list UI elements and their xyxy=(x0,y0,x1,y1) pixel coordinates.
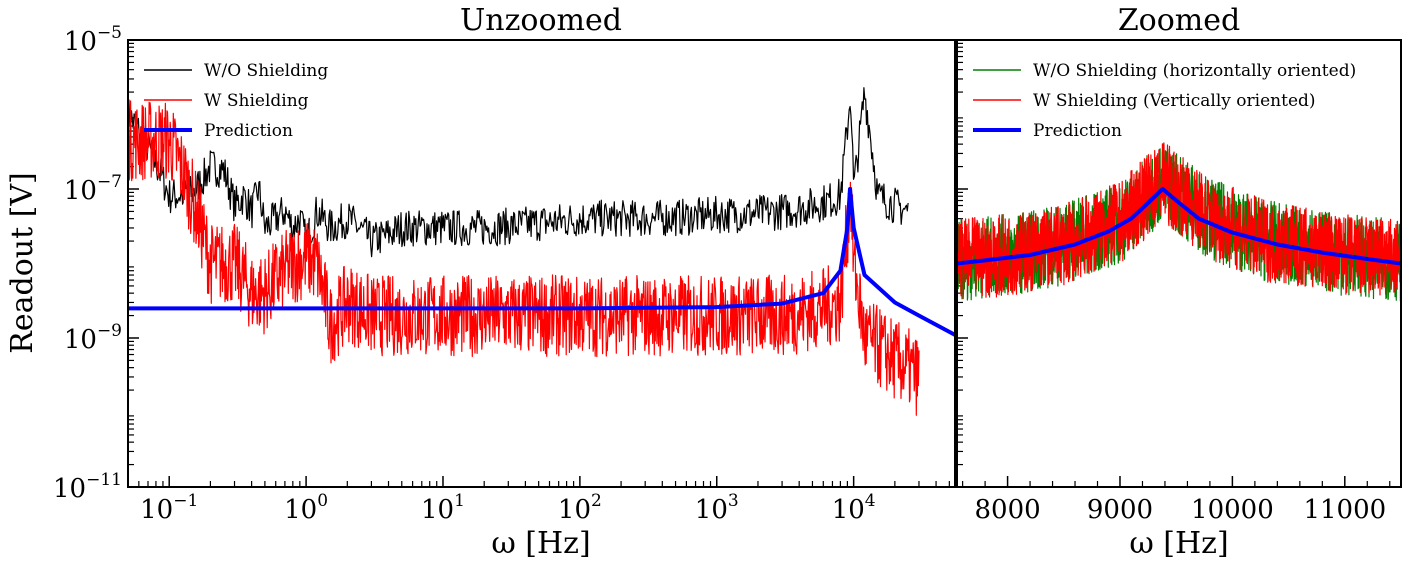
x-tick-label: 10−1 xyxy=(140,491,198,525)
y-axis-label: Readout [V] xyxy=(5,172,40,353)
zoomed-axes: Zoomed ω [Hz] 8000 9000 10000 11000 W/O Shi… xyxy=(956,3,1402,561)
unzoomed-frame xyxy=(127,39,956,488)
zoomed-series xyxy=(957,142,1401,302)
legend-label-0-2: Prediction xyxy=(204,121,293,141)
y-tick-label: 10−5 xyxy=(64,23,122,57)
series-line-0-2 xyxy=(128,187,955,337)
y-tick-label: 10−9 xyxy=(64,321,122,355)
legend-label-1-2: Prediction xyxy=(1033,121,1122,141)
x-tick-label: 9000 xyxy=(1087,495,1153,525)
zoomed-x-ticks: 8000 9000 10000 11000 xyxy=(962,476,1391,525)
x-tick-label: 100 xyxy=(284,491,328,525)
series-line-0-1 xyxy=(128,100,920,416)
x-tick-label: 104 xyxy=(832,491,876,525)
legend-label-1-1: W Shielding (Vertically oriented) xyxy=(1033,91,1316,111)
legend-label-1-0: W/O Shielding (horizontally oriented) xyxy=(1033,61,1356,81)
zoomed-xlabel: ω [Hz] xyxy=(1129,526,1228,561)
x-tick-label: 103 xyxy=(695,491,739,525)
legend-label-0-0: W/O Shielding xyxy=(204,61,328,81)
x-tick-label: 8000 xyxy=(974,495,1040,525)
unzoomed-y-ticks: 10−11 10−9 10−7 10−5 xyxy=(53,23,139,504)
x-tick-label: 101 xyxy=(421,491,465,525)
legend-label-0-1: W Shielding xyxy=(204,91,309,111)
unzoomed-series xyxy=(128,87,955,416)
y-tick-label: 10−11 xyxy=(53,470,122,504)
x-tick-label: 11000 xyxy=(1303,495,1386,525)
x-tick-label: 102 xyxy=(558,491,602,525)
x-tick-label: 10000 xyxy=(1191,495,1274,525)
zoomed-title: Zoomed xyxy=(1118,3,1240,38)
unzoomed-xlabel: ω [Hz] xyxy=(491,526,590,561)
unzoomed-legend: W/O Shielding W Shielding Prediction xyxy=(144,61,328,141)
unzoomed-axes: Unzoomed ω [Hz] Readout [V] 10−1 100 101 10… xyxy=(5,3,956,561)
zoomed-legend: W/O Shielding (horizontally oriented) W S… xyxy=(973,61,1356,141)
unzoomed-title: Unzoomed xyxy=(460,3,622,38)
series-line-0-0 xyxy=(128,87,909,258)
series-line-1-2 xyxy=(957,187,1401,266)
y-tick-label: 10−7 xyxy=(64,172,122,206)
series-line-1-1 xyxy=(957,142,1401,302)
unzoomed-x-ticks: 10−1 100 101 102 103 104 xyxy=(127,476,950,525)
zoomed-frame xyxy=(956,39,1402,488)
